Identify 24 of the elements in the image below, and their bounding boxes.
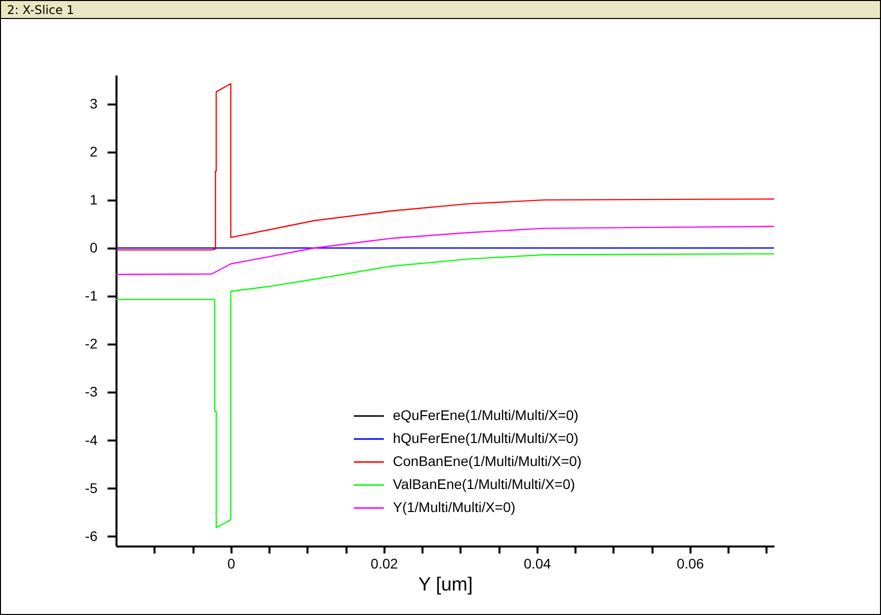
x-tick-label: 0 [227,556,236,572]
legend-label: Y(1/Multi/Multi/X=0) [392,498,516,515]
legend-label: eQuFerEne(1/Multi/Multi/X=0) [392,406,578,423]
line-series [116,253,774,528]
y-tick-label: 3 [90,95,98,112]
y-tick-label: 2 [90,143,98,160]
legend-label: ConBanEne(1/Multi/Multi/X=0) [392,452,582,469]
x-axis-title: Y [um] [418,574,473,596]
x-tick-label: 0.02 [370,556,398,572]
legend-label: hQuFerEne(1/Multi/Multi/X=0) [392,430,578,446]
x-tick-label: 0.04 [524,556,552,572]
y-tick-label: -3 [85,384,98,400]
y-tick-label: -2 [85,336,98,352]
chart-title: 2: X-Slice 1 [1,1,880,19]
y-tick-label: 0 [90,240,98,256]
x-tick-label: 0.06 [676,556,704,572]
y-tick-label: -4 [85,432,98,448]
line-series [116,226,774,276]
line-series [116,83,774,251]
y-tick-label: -1 [85,288,98,304]
y-tick-label: -6 [85,528,98,544]
y-tick-label: -5 [85,480,98,496]
legend-label: ValBanEne(1/Multi/Multi/X=0) [392,476,576,492]
y-tick-label: 1 [90,191,98,208]
